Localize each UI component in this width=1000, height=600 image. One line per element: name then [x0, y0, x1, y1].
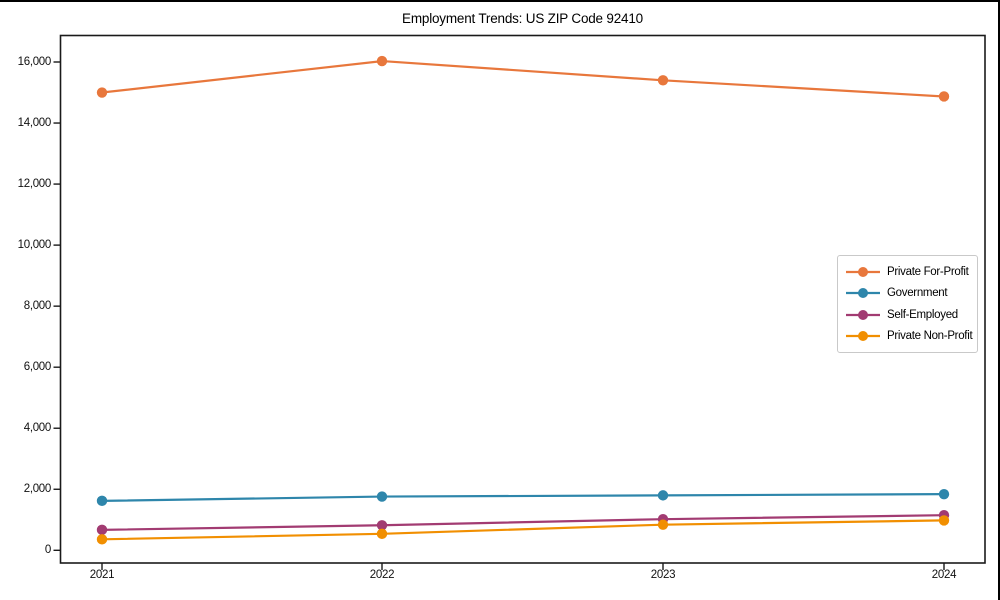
y-tick-label: 4,000 [23, 421, 52, 434]
legend-line-marker-icon [846, 288, 880, 299]
y-tick-label: 12,000 [17, 177, 52, 190]
data-point-marker [96, 534, 108, 545]
series-line-government [101, 493, 945, 502]
y-tick-label: 14,000 [17, 116, 52, 129]
data-point-marker [376, 528, 388, 540]
y-tick-label: 8,000 [23, 299, 52, 312]
axes-spines [59, 34, 986, 564]
x-tick-label: 2022 [369, 569, 395, 581]
series-line-private-non-profit [101, 519, 945, 541]
x-tick-label: 2021 [89, 569, 115, 581]
legend-label: Private For-Profit [887, 265, 969, 278]
data-point-marker [376, 491, 388, 502]
data-point-marker [657, 75, 669, 86]
legend: Private For-Profit Government Self-Employe… [837, 255, 978, 353]
series-line-private-for-profit [101, 59, 945, 98]
legend-label: Self-Employed [887, 308, 958, 321]
data-point-marker [96, 495, 108, 507]
x-tick-label: 2023 [650, 569, 676, 581]
data-point-marker [938, 91, 950, 102]
chart-title: Employment Trends: US ZIP Code 92410 [402, 11, 643, 26]
legend-item: Private For-Profit [845, 261, 971, 283]
data-point-marker [938, 488, 950, 500]
data-point-marker [376, 520, 388, 531]
data-point-marker [96, 87, 108, 98]
legend-item: Self-Employed [845, 304, 971, 326]
legend-item: Government [845, 283, 971, 305]
y-tick-label: 0 [44, 543, 51, 556]
legend-item: Private Non-Profit [845, 326, 973, 348]
data-point-marker [96, 524, 108, 536]
data-point-marker [938, 515, 950, 526]
y-tick-label: 10,000 [17, 238, 52, 251]
legend-line-marker-icon [846, 331, 880, 342]
y-tick-label: 6,000 [23, 360, 52, 373]
data-point-marker [657, 490, 669, 501]
y-tick-label: 16,000 [17, 55, 52, 68]
legend-label: Government [887, 287, 948, 300]
legend-line-marker-icon [846, 309, 880, 320]
data-point-marker [376, 55, 388, 67]
data-point-marker [657, 519, 669, 530]
legend-line-marker-icon [846, 266, 880, 277]
y-tick-label: 2,000 [23, 482, 52, 495]
series-line-self-employed [101, 514, 945, 531]
x-tick-label: 2024 [931, 569, 957, 581]
legend-label: Private Non-Profit [887, 330, 973, 343]
